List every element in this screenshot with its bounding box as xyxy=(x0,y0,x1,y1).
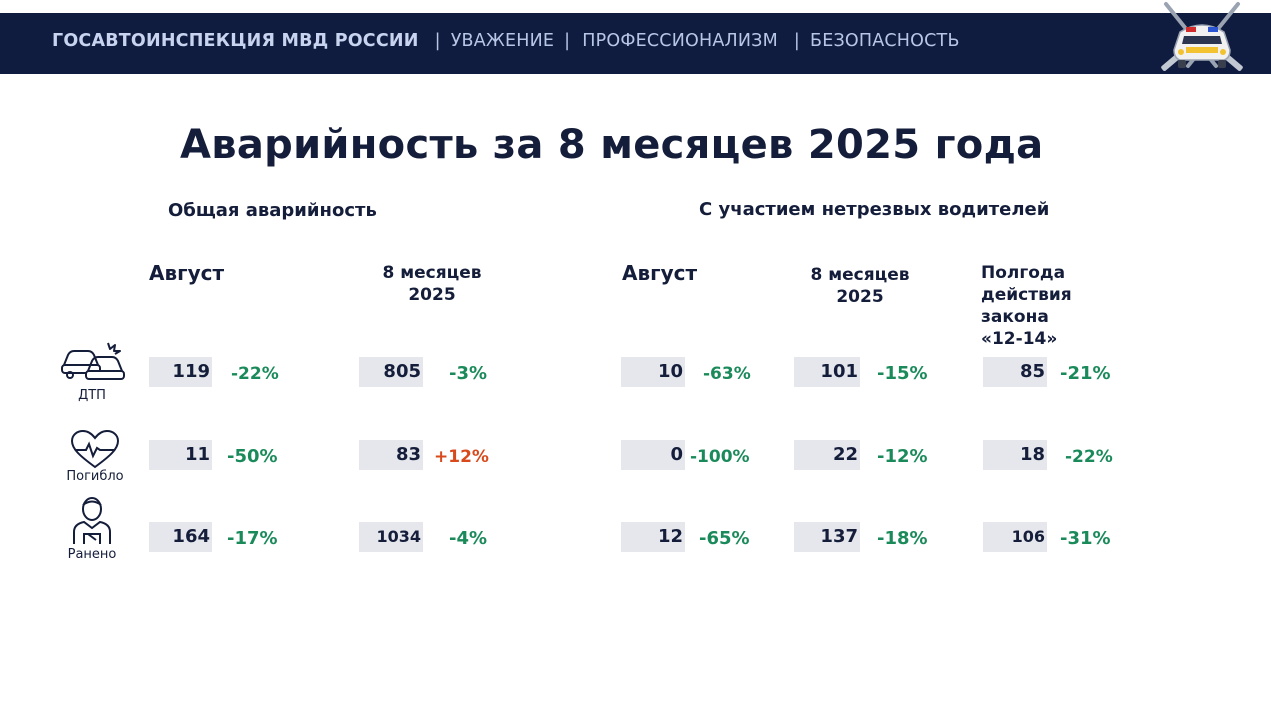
header-value-safety: БЕЗОПАСНОСТЬ xyxy=(810,31,960,51)
car-crash-icon xyxy=(61,342,125,380)
injured-person-icon xyxy=(73,497,111,544)
change-value: -12% xyxy=(877,446,928,467)
value-cell: 164 xyxy=(149,522,212,552)
value-cell: 85 xyxy=(983,357,1047,387)
column-header-august: Август xyxy=(149,261,225,285)
value-cell: 0 xyxy=(621,440,685,470)
change-value: -50% xyxy=(227,446,278,467)
value-cell: 1034 xyxy=(359,522,423,552)
change-value: -65% xyxy=(699,528,750,549)
column-header-8-months: 8 месяцев 2025 xyxy=(382,263,482,305)
change-value: +12% xyxy=(434,447,489,467)
value-cell: 101 xyxy=(794,357,860,387)
value-cell: 106 xyxy=(983,522,1047,552)
column-header-8-months-drunk: 8 месяцев 2025 xyxy=(810,265,910,307)
header-separator: | xyxy=(793,31,800,51)
change-value: -63% xyxy=(703,364,751,384)
column-header-august-drunk: Август xyxy=(622,261,698,285)
change-value: -15% xyxy=(877,363,928,384)
change-value: -100% xyxy=(690,447,750,467)
section-title-drunk: С участием нетрезвых водителей xyxy=(699,199,1050,220)
column-header-law-half-year: Полгода действия закона «12-14» xyxy=(981,263,1072,349)
header-separator: | xyxy=(434,31,441,51)
change-value: -21% xyxy=(1060,363,1111,384)
value-cell: 11 xyxy=(149,440,212,470)
value-cell: 805 xyxy=(359,357,423,387)
traffic-police-emblem-icon xyxy=(1161,2,1243,71)
row-label-accidents: ДТП xyxy=(78,388,106,403)
change-value: -3% xyxy=(449,363,488,384)
value-cell: 137 xyxy=(794,522,860,552)
value-cell: 119 xyxy=(149,357,212,387)
change-value: -18% xyxy=(877,528,928,549)
header-value-professionalism: ПРОФЕССИОНАЛИЗМ xyxy=(582,31,778,51)
value-cell: 18 xyxy=(983,440,1047,470)
section-title-general: Общая аварийность xyxy=(168,200,377,221)
heart-pulse-icon xyxy=(70,430,120,469)
change-value: -31% xyxy=(1060,528,1111,549)
value-cell: 22 xyxy=(794,440,860,470)
value-cell: 10 xyxy=(621,357,685,387)
header-separator: | xyxy=(564,31,571,51)
value-cell: 12 xyxy=(621,522,685,552)
value-cell: 83 xyxy=(359,440,423,470)
row-label-injured: Ранено xyxy=(67,547,117,562)
header-text: ГОСАВТОИНСПЕКЦИЯ МВД РОССИИ | УВАЖЕНИЕ | ПРО… xyxy=(52,31,960,51)
change-value: -22% xyxy=(231,364,279,384)
page-title: Аварийность за 8 месяцев 2025 года xyxy=(180,122,1044,168)
change-value: -22% xyxy=(1065,447,1113,467)
header-bar xyxy=(0,13,1271,74)
header-value-respect: УВАЖЕНИЕ xyxy=(450,31,555,51)
row-label-killed: Погибло xyxy=(66,469,124,484)
change-value: -17% xyxy=(227,528,278,549)
organization-name: ГОСАВТОИНСПЕКЦИЯ МВД РОССИИ xyxy=(52,31,419,51)
change-value: -4% xyxy=(449,528,488,549)
